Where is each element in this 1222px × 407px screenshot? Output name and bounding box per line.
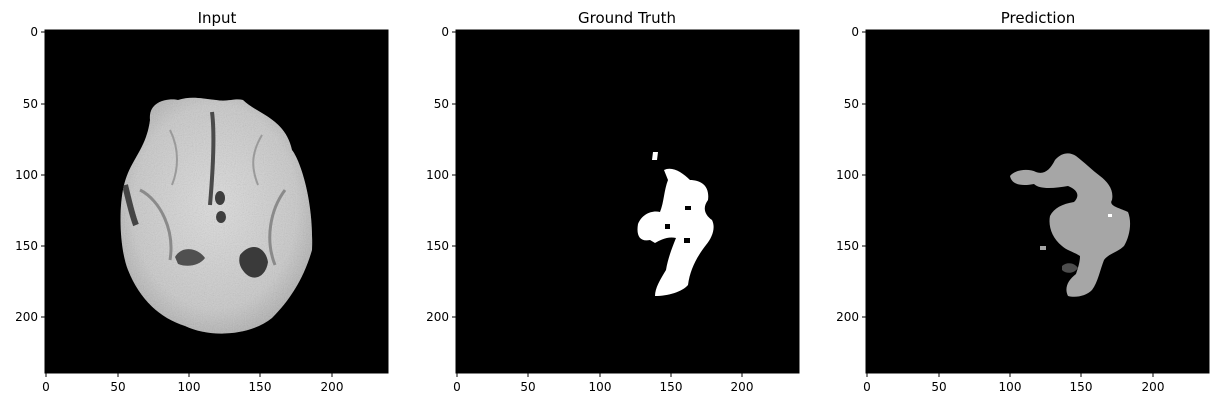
- y-tick-label: 200: [15, 310, 38, 324]
- x-tick-label: 100: [178, 380, 201, 394]
- x-tick-label: 200: [731, 380, 754, 394]
- axes-frame: [44, 29, 389, 374]
- y-tick-label: 0: [30, 25, 38, 39]
- tumor-mask: [637, 152, 714, 296]
- x-axis: 0 50 100 150 200: [863, 373, 1164, 394]
- y-tick-label: 150: [426, 239, 449, 253]
- x-tick-label: 200: [321, 380, 344, 394]
- x-tick-label: 100: [999, 380, 1022, 394]
- x-tick-label: 50: [110, 380, 125, 394]
- ventricle-small: [215, 191, 225, 205]
- y-tick-label: 50: [23, 97, 38, 111]
- panel-prediction: Prediction 0 50 100 150 200: [836, 9, 1210, 394]
- image-area: [455, 29, 800, 374]
- ventricle-small: [216, 211, 226, 223]
- image-area: [44, 29, 389, 374]
- y-tick-label: 100: [836, 168, 859, 182]
- y-tick-label: 100: [15, 168, 38, 182]
- axes-frame: [455, 29, 800, 374]
- x-tick-label: 0: [863, 380, 871, 394]
- image-background: [866, 30, 1209, 373]
- y-axis: 0 50 100 150 200: [15, 25, 45, 324]
- y-tick-label: 50: [844, 97, 859, 111]
- image-area: [865, 29, 1210, 374]
- x-tick-label: 100: [589, 380, 612, 394]
- prediction-secondary-class: [1062, 263, 1078, 273]
- y-tick-label: 0: [851, 25, 859, 39]
- x-tick-label: 50: [931, 380, 946, 394]
- ventricle-left: [175, 249, 205, 266]
- axes-frame: [865, 29, 1210, 374]
- image-background: [456, 30, 799, 373]
- y-tick-label: 200: [426, 310, 449, 324]
- prediction-mask: [1010, 153, 1131, 297]
- y-tick-label: 0: [441, 25, 449, 39]
- panel-ground-truth: Ground Truth 0 50 10: [426, 9, 800, 394]
- x-tick-label: 50: [520, 380, 535, 394]
- prediction-highlight: [1108, 214, 1112, 217]
- x-tick-label: 200: [1142, 380, 1165, 394]
- x-tick-label: 0: [453, 380, 461, 394]
- y-axis: 0 50 100 150 200: [836, 25, 866, 324]
- prediction-fragment: [1040, 246, 1046, 250]
- x-tick-label: 150: [660, 380, 683, 394]
- panel-title: Input: [198, 9, 237, 27]
- x-tick-label: 0: [42, 380, 50, 394]
- y-tick-label: 150: [15, 239, 38, 253]
- y-tick-label: 50: [434, 97, 449, 111]
- mask-holes: [665, 206, 691, 243]
- x-axis: 0 50 100 150 200: [453, 373, 753, 394]
- midline-ventricle: [208, 111, 216, 206]
- ventricle-right: [239, 246, 268, 278]
- y-tick-label: 100: [426, 168, 449, 182]
- x-tick-label: 150: [1070, 380, 1093, 394]
- x-axis: 0 50 100 150 200: [42, 373, 343, 394]
- panel-title: Ground Truth: [578, 9, 676, 27]
- panel-input: Input: [15, 9, 389, 394]
- y-tick-label: 150: [836, 239, 859, 253]
- y-axis: 0 50 100 150 200: [426, 25, 456, 324]
- y-tick-label: 200: [836, 310, 859, 324]
- x-tick-label: 150: [249, 380, 272, 394]
- panel-title: Prediction: [1001, 9, 1076, 27]
